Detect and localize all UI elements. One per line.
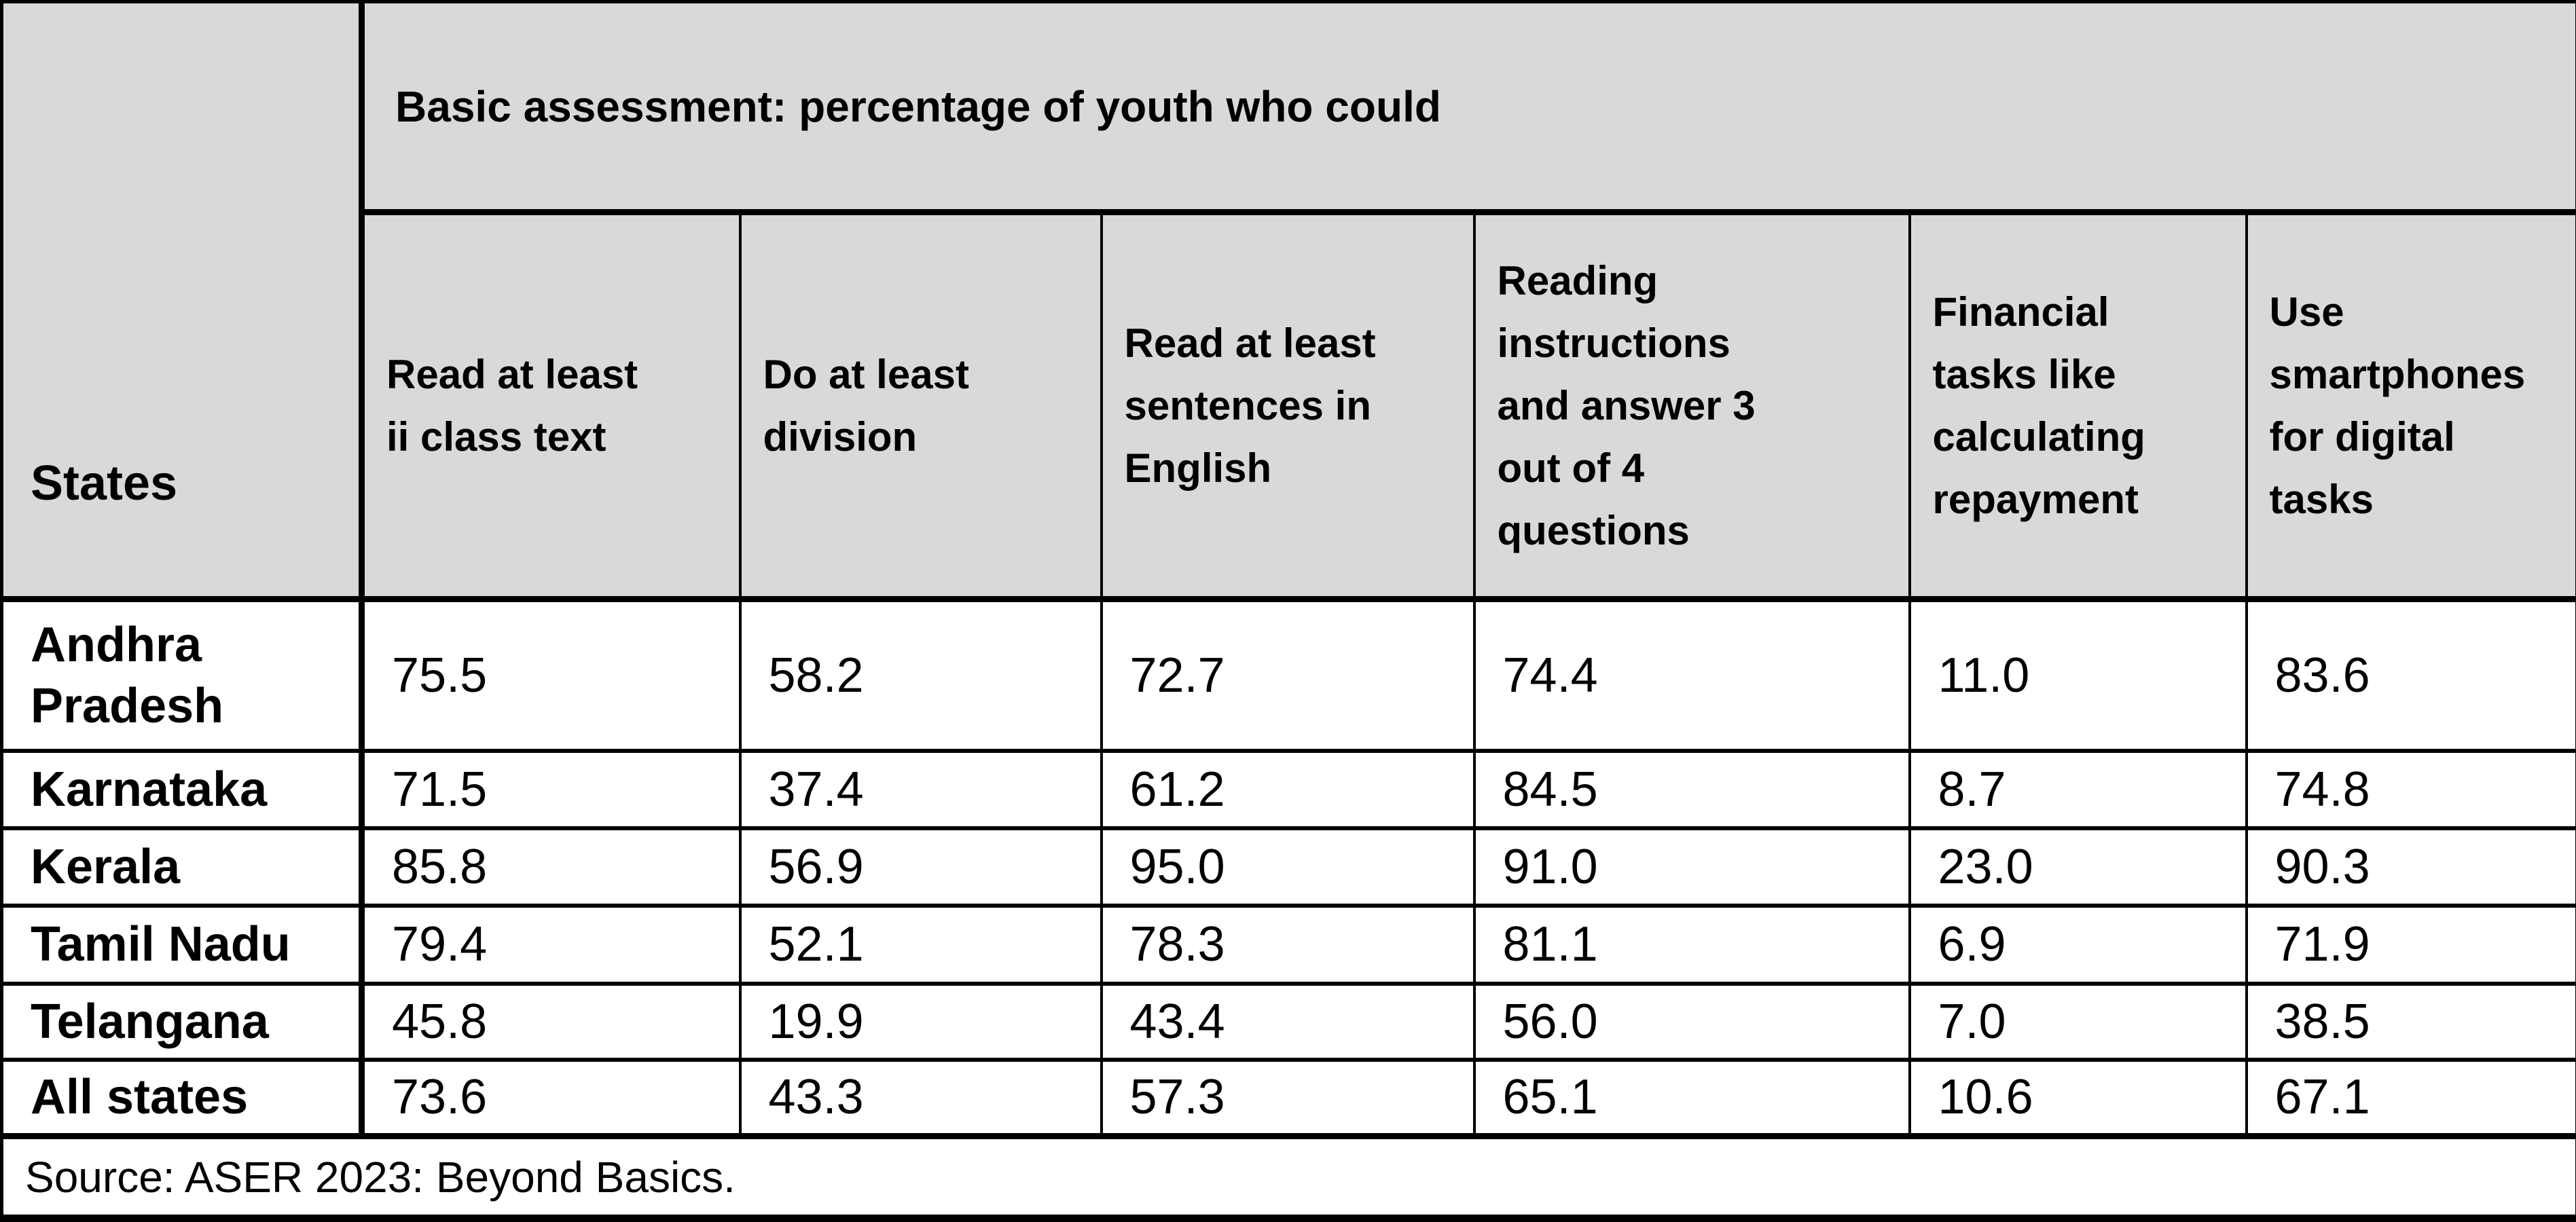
header-line: sentences in [1125, 375, 1461, 437]
value-cell: 10.6 [1910, 1060, 2247, 1136]
header-line: for digital [2270, 406, 2563, 468]
header-line: Read at least [386, 344, 727, 406]
header-line: smartphones [2270, 344, 2563, 406]
header-line: Reading [1498, 250, 1896, 312]
state-cell: Telangana [2, 984, 362, 1060]
value-cell: 71.9 [2247, 906, 2576, 984]
value-cell: 58.2 [740, 599, 1102, 751]
value-cell: 56.0 [1474, 984, 1910, 1060]
span-header-basic-assessment: Basic assessment: percentage of youth wh… [362, 2, 2576, 212]
value-cell: 19.9 [740, 984, 1102, 1060]
value-cell: 52.1 [740, 906, 1102, 984]
header-line: Do at least [763, 344, 1088, 406]
value-cell: 74.8 [2247, 751, 2576, 828]
source-note: Source: ASER 2023: Beyond Basics. [2, 1136, 2576, 1219]
column-header-reading-instructions: Reading instructions and answer 3 out of… [1474, 212, 1910, 599]
value-cell: 84.5 [1474, 751, 1910, 828]
header-row-columns: Read at least ii class text Do at least … [2, 212, 2576, 599]
state-cell: Andhra Pradesh [2, 599, 362, 751]
column-header-english-sentences: Read at least sentences in English [1102, 212, 1474, 599]
value-cell: 7.0 [1910, 984, 2247, 1060]
value-cell: 72.7 [1102, 599, 1474, 751]
value-cell: 95.0 [1102, 828, 1474, 906]
value-cell: 8.7 [1910, 751, 2247, 828]
header-row-span: States Basic assessment: percentage of y… [2, 2, 2576, 212]
header-line: calculating [1933, 406, 2233, 468]
state-cell: Kerala [2, 828, 362, 906]
table-row-andhra-pradesh: Andhra Pradesh 75.5 58.2 72.7 74.4 11.0 … [2, 599, 2576, 751]
header-line: Financial [1933, 281, 2233, 344]
value-cell: 71.5 [362, 751, 740, 828]
value-cell: 37.4 [740, 751, 1102, 828]
column-header-financial-tasks: Financial tasks like calculating repayme… [1910, 212, 2247, 599]
header-line: ii class text [386, 406, 727, 468]
header-line: repayment [1933, 468, 2233, 531]
header-line: division [763, 406, 1088, 468]
column-header-smartphone-use: Use smartphones for digital tasks [2247, 212, 2576, 599]
header-line: tasks like [1933, 344, 2233, 406]
value-cell: 75.5 [362, 599, 740, 751]
value-cell: 65.1 [1474, 1060, 1910, 1136]
header-line: Read at least [1125, 312, 1461, 375]
value-cell: 67.1 [2247, 1060, 2576, 1136]
value-cell: 57.3 [1102, 1060, 1474, 1136]
value-cell: 85.8 [362, 828, 740, 906]
column-header-read-class-text: Read at least ii class text [362, 212, 740, 599]
value-cell: 79.4 [362, 906, 740, 984]
header-line: out of 4 [1498, 437, 1896, 500]
value-cell: 6.9 [1910, 906, 2247, 984]
table-row-all-states: All states 73.6 43.3 57.3 65.1 10.6 67.1 [2, 1060, 2576, 1136]
table-row-kerala: Kerala 85.8 56.9 95.0 91.0 23.0 90.3 [2, 828, 2576, 906]
value-cell: 91.0 [1474, 828, 1910, 906]
value-cell: 38.5 [2247, 984, 2576, 1060]
value-cell: 74.4 [1474, 599, 1910, 751]
header-line: English [1125, 437, 1461, 500]
table-row-tamil-nadu: Tamil Nadu 79.4 52.1 78.3 81.1 6.9 71.9 [2, 906, 2576, 984]
source-row: Source: ASER 2023: Beyond Basics. [2, 1136, 2576, 1219]
value-cell: 11.0 [1910, 599, 2247, 751]
value-cell: 78.3 [1102, 906, 1474, 984]
state-cell: Tamil Nadu [2, 906, 362, 984]
state-cell: All states [2, 1060, 362, 1136]
states-corner-header: States [2, 2, 362, 599]
header-line: questions [1498, 500, 1896, 562]
header-line: and answer 3 [1498, 375, 1896, 437]
value-cell: 45.8 [362, 984, 740, 1060]
value-cell: 61.2 [1102, 751, 1474, 828]
value-cell: 23.0 [1910, 828, 2247, 906]
value-cell: 90.3 [2247, 828, 2576, 906]
column-header-division: Do at least division [740, 212, 1102, 599]
table-row-karnataka: Karnataka 71.5 37.4 61.2 84.5 8.7 74.8 [2, 751, 2576, 828]
value-cell: 81.1 [1474, 906, 1910, 984]
header-line: Use [2270, 281, 2563, 344]
value-cell: 83.6 [2247, 599, 2576, 751]
value-cell: 56.9 [740, 828, 1102, 906]
header-line: instructions [1498, 312, 1896, 375]
value-cell: 73.6 [362, 1060, 740, 1136]
header-line: tasks [2270, 468, 2563, 531]
state-cell: Karnataka [2, 751, 362, 828]
value-cell: 43.4 [1102, 984, 1474, 1060]
table-row-telangana: Telangana 45.8 19.9 43.4 56.0 7.0 38.5 [2, 984, 2576, 1060]
value-cell: 43.3 [740, 1060, 1102, 1136]
